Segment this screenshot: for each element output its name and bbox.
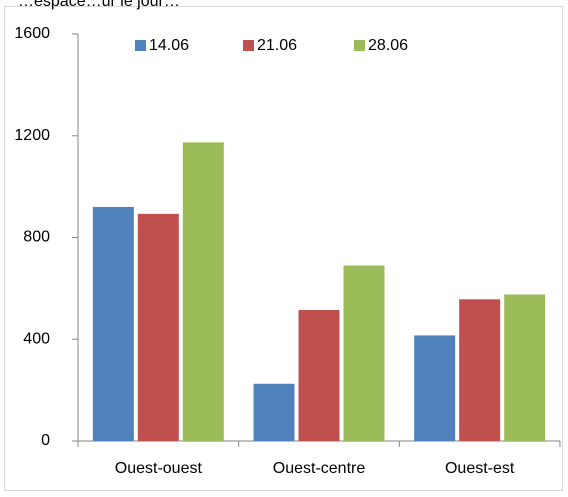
chart-title-cropped: …espace…ur le jour… bbox=[18, 0, 180, 10]
y-axis-tick-labels: 0 400 800 1200 1600 bbox=[14, 25, 50, 449]
bar-14-06-ouest-est bbox=[414, 335, 456, 441]
bar-14-06-ouest-ouest bbox=[92, 206, 134, 441]
x-tick-label: Ouest-ouest bbox=[115, 460, 203, 477]
bar-21-06-ouest-centre bbox=[298, 309, 340, 441]
bars bbox=[92, 142, 546, 441]
legend-swatch bbox=[243, 40, 254, 51]
y-tick-label: 800 bbox=[23, 229, 50, 246]
x-tick-label: Ouest-est bbox=[445, 460, 515, 477]
y-tick-label: 0 bbox=[41, 432, 50, 449]
x-tick-label: Ouest-centre bbox=[273, 460, 366, 477]
legend-swatch bbox=[135, 40, 146, 51]
bar-28-06-ouest-centre bbox=[343, 265, 385, 441]
bar-28-06-ouest-est bbox=[504, 294, 546, 441]
y-tick-label: 400 bbox=[23, 330, 50, 347]
bar-14-06-ouest-centre bbox=[253, 383, 295, 441]
legend-label: 14.06 bbox=[149, 37, 189, 54]
legend-label: 28.06 bbox=[368, 37, 408, 54]
chart-border bbox=[4, 6, 563, 491]
bar-21-06-ouest-est bbox=[459, 299, 501, 441]
legend-label: 21.06 bbox=[257, 37, 297, 54]
y-tick-label: 1600 bbox=[14, 25, 50, 42]
y-tick-label: 1200 bbox=[14, 127, 50, 144]
x-axis-tick-labels: Ouest-ouest Ouest-centre Ouest-est bbox=[115, 460, 515, 477]
bar-28-06-ouest-ouest bbox=[182, 142, 224, 441]
legend: 14.06 21.06 28.06 bbox=[135, 37, 408, 54]
legend-swatch bbox=[354, 40, 365, 51]
bar-21-06-ouest-ouest bbox=[137, 213, 179, 441]
